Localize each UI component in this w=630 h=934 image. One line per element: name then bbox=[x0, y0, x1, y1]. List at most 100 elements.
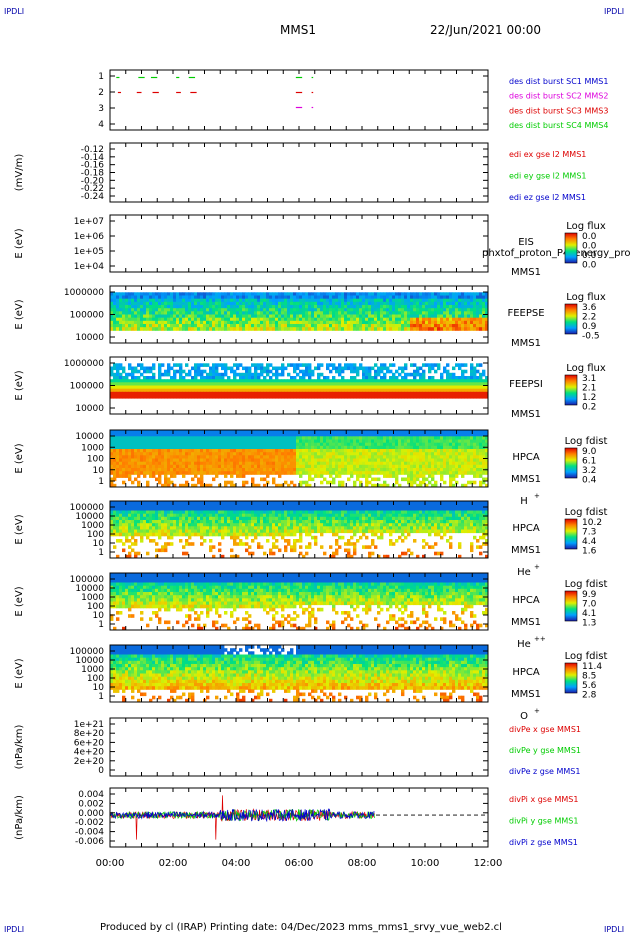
heatmap-cell bbox=[230, 311, 234, 315]
heatmap-cell bbox=[209, 366, 213, 371]
heatmap-cell bbox=[128, 458, 132, 463]
heatmap-cell bbox=[239, 445, 243, 450]
heatmap-cell bbox=[431, 452, 435, 456]
heatmap-cell bbox=[212, 461, 216, 466]
heatmap-cell bbox=[248, 308, 252, 312]
heatmap-cell bbox=[146, 468, 150, 472]
heatmap-cell bbox=[194, 305, 198, 309]
heatmap-cell bbox=[182, 385, 186, 390]
heatmap-cell bbox=[431, 314, 435, 319]
heatmap-cell bbox=[332, 452, 336, 456]
heatmap-cell bbox=[362, 308, 366, 312]
heatmap-cell bbox=[263, 439, 267, 444]
heatmap-cell bbox=[113, 395, 117, 399]
heatmap-cell bbox=[263, 445, 267, 450]
heatmap-cell bbox=[110, 439, 114, 444]
heatmap-cell bbox=[395, 474, 399, 478]
heatmap-cell bbox=[314, 395, 318, 399]
heatmap-cell bbox=[428, 320, 432, 325]
heatmap-cell bbox=[287, 324, 291, 328]
heatmap-cell bbox=[233, 376, 237, 380]
heatmap-cell bbox=[440, 445, 444, 450]
heatmap-cell bbox=[323, 327, 327, 331]
heatmap-cell bbox=[194, 452, 198, 456]
heatmap-cell bbox=[248, 292, 252, 296]
heatmap-cell bbox=[161, 382, 165, 386]
heatmap-cell bbox=[455, 314, 459, 319]
heatmap-cell bbox=[182, 468, 186, 472]
heatmap-cell bbox=[443, 382, 447, 386]
heatmap-cell bbox=[368, 376, 372, 380]
heatmap-cell bbox=[473, 480, 477, 485]
heatmap-cell bbox=[167, 295, 171, 300]
heatmap-cell bbox=[446, 308, 450, 312]
heatmap-cell bbox=[299, 363, 303, 367]
heatmap-cell bbox=[254, 298, 258, 303]
heatmap-cell bbox=[398, 292, 402, 296]
heatmap-cell bbox=[260, 452, 264, 456]
heatmap-cell bbox=[470, 442, 474, 447]
heatmap-cell bbox=[395, 327, 399, 331]
heatmap-cell bbox=[116, 305, 120, 309]
heatmap-cell bbox=[419, 372, 423, 377]
heatmap-cell bbox=[200, 298, 204, 303]
heatmap-cell bbox=[254, 455, 258, 459]
heatmap-cell bbox=[308, 395, 312, 399]
heatmap-cell bbox=[236, 474, 240, 478]
heatmap-cell bbox=[161, 433, 165, 437]
heatmap-cell bbox=[134, 305, 138, 309]
heatmap-cell bbox=[425, 385, 429, 390]
heatmap-cell bbox=[248, 433, 252, 437]
heatmap-cell bbox=[143, 298, 147, 303]
heatmap-cell bbox=[233, 439, 237, 444]
heatmap-cell bbox=[407, 385, 411, 390]
heatmap-cell bbox=[389, 382, 393, 386]
heatmap-cell bbox=[269, 385, 273, 390]
heatmap-cell bbox=[416, 382, 420, 386]
heatmap-cell bbox=[371, 317, 375, 322]
heatmap-cell bbox=[128, 327, 132, 331]
heatmap-cell bbox=[221, 379, 225, 383]
heatmap-cell bbox=[374, 295, 378, 300]
heatmap-cell bbox=[203, 385, 207, 390]
heatmap-cell bbox=[395, 311, 399, 315]
heatmap-cell bbox=[317, 468, 321, 472]
heatmap-cell bbox=[443, 317, 447, 322]
heatmap-cell bbox=[161, 298, 165, 303]
heatmap-cell bbox=[392, 433, 396, 437]
heatmap-cell bbox=[140, 372, 144, 377]
heatmap-cell bbox=[371, 308, 375, 312]
heatmap-cell bbox=[335, 382, 339, 386]
heatmap-cell bbox=[467, 301, 471, 306]
heatmap-cell bbox=[350, 474, 354, 478]
heatmap-cell bbox=[275, 376, 279, 380]
heatmap-cell bbox=[434, 379, 438, 383]
heatmap-cell bbox=[455, 474, 459, 478]
heatmap-cell bbox=[311, 379, 315, 383]
heatmap-cell bbox=[377, 298, 381, 303]
heatmap-cell bbox=[311, 382, 315, 386]
heatmap-cell bbox=[437, 320, 441, 325]
heatmap-cell bbox=[341, 369, 345, 374]
heatmap-cell bbox=[113, 474, 117, 478]
heatmap-cell bbox=[455, 439, 459, 444]
heatmap-cell bbox=[212, 379, 216, 383]
heatmap-cell bbox=[128, 455, 132, 459]
heatmap-cell bbox=[374, 372, 378, 377]
heatmap-cell bbox=[407, 292, 411, 296]
heatmap-cell bbox=[176, 385, 180, 390]
heatmap-cell bbox=[224, 442, 228, 447]
heatmap-cell bbox=[455, 461, 459, 466]
heatmap-cell bbox=[113, 442, 117, 447]
heatmap-cell bbox=[413, 305, 417, 309]
heatmap-cell bbox=[179, 317, 183, 322]
heatmap-cell bbox=[131, 461, 135, 466]
y-tick-label: 1e+05 bbox=[74, 247, 104, 257]
heatmap-cell bbox=[299, 301, 303, 306]
heatmap-cell bbox=[113, 449, 117, 453]
heatmap-cell bbox=[176, 295, 180, 300]
heatmap-cell bbox=[218, 379, 222, 383]
heatmap-cell bbox=[482, 455, 486, 459]
heatmap-cell bbox=[215, 471, 219, 475]
heatmap-cell bbox=[446, 442, 450, 447]
